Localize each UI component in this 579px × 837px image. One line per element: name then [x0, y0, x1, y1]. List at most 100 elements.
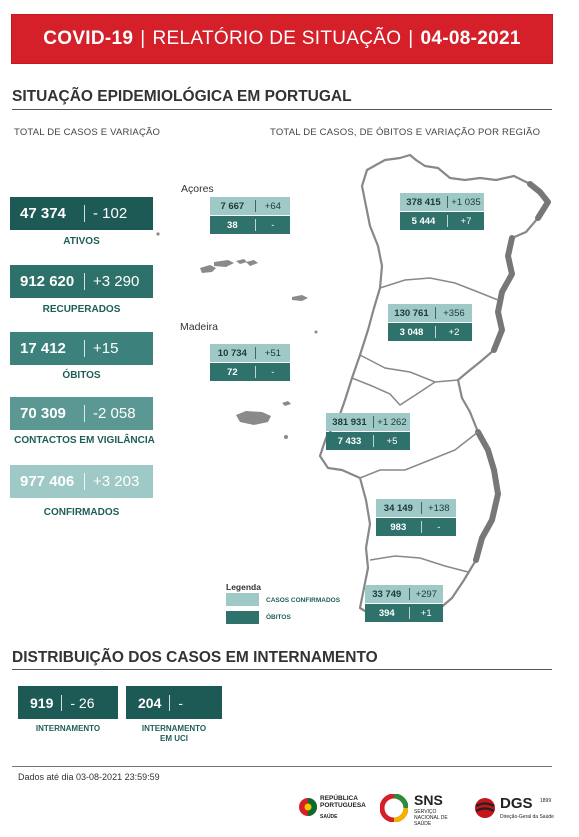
- azores-island: [156, 232, 160, 236]
- kpi-confirmados: 977 406 +3 203: [10, 465, 153, 498]
- region-name-acores: Açores: [181, 183, 214, 195]
- region-deaths: 3 048: [399, 326, 424, 338]
- kpi-value: 47 374: [20, 205, 66, 222]
- azores-island: [236, 259, 247, 264]
- kpi-delta: -: [178, 694, 184, 711]
- kpi-recuperados: 912 620 +3 290: [10, 265, 153, 298]
- region-deaths-delta: +5: [386, 435, 398, 447]
- legend-title: Legenda: [226, 582, 261, 592]
- region-deaths-delta: -: [271, 366, 275, 378]
- kpi-value: 204: [138, 694, 162, 711]
- region-cases-delta: +51: [264, 347, 281, 359]
- section-title-hospital: DISTRIBUIÇÃO DOS CASOS EM INTERNAMENTO: [12, 649, 378, 666]
- kpi-divider: [84, 273, 85, 290]
- report-header-banner: COVID-19 | RELATÓRIO DE SITUAÇÃO | 04-08…: [12, 15, 552, 63]
- border-east: [473, 429, 501, 563]
- footer-divider: [12, 766, 552, 767]
- region-border: [359, 354, 459, 383]
- kpi-value: 70 309: [20, 405, 66, 422]
- header-subtitle: RELATÓRIO DE SITUAÇÃO: [152, 28, 402, 49]
- region-cases: 378 415: [406, 196, 441, 208]
- sns-logo-subtext: SERVIÇO NACIONAL DE SAÚDE: [414, 809, 448, 827]
- region-cases-delta: +297: [415, 588, 437, 600]
- region-deaths: 394: [378, 607, 395, 619]
- region-cases: 10 734: [217, 347, 247, 359]
- dgs-year-text: 1899: [540, 798, 552, 804]
- region-box-norte: 378 415 +1 035 5 444 +7: [400, 193, 484, 230]
- region-cases: 130 761: [394, 307, 429, 319]
- kpi-divider: [84, 473, 85, 490]
- azores-island: [292, 295, 308, 301]
- header-separator: |: [140, 28, 146, 49]
- kpi-internamento-uci: 204 -: [126, 686, 222, 719]
- kpi-divider: [61, 694, 63, 711]
- sns-logo: SNS SERVIÇO NACIONAL DE SAÚDE: [380, 792, 468, 827]
- kpi-divider: [84, 205, 85, 222]
- region-name-madeira: Madeira: [180, 321, 218, 333]
- region-border: [369, 555, 469, 573]
- section-title-epidemiology: SITUAÇÃO EPIDEMIOLÓGICA EM PORTUGAL: [12, 88, 352, 105]
- kpi-delta: - 102: [93, 205, 128, 222]
- kpi-label-recuperados: RECUPERADOS: [42, 304, 121, 315]
- kpi-delta: +3 290: [93, 273, 140, 290]
- azores-island: [314, 330, 318, 334]
- header-date: 04-08-2021: [420, 28, 521, 49]
- kpi-value: 912 620: [20, 273, 75, 290]
- kpi-value: 977 406: [20, 473, 75, 490]
- dgs-logo-text: DGS: [500, 795, 533, 812]
- region-box-centro: 130 761 +356 3 048 +2: [388, 304, 472, 341]
- kpi-label-confirmados: CONFIRMADOS: [43, 507, 120, 518]
- region-box-madeira: 10 734 +51 72 -: [210, 344, 290, 381]
- section-divider: [12, 669, 552, 670]
- madeira-island: [284, 435, 288, 439]
- legend-label-confirmed: CASOS CONFIRMADOS: [266, 597, 341, 604]
- region-cases: 381 931: [332, 416, 367, 428]
- header-separator: |: [408, 28, 414, 49]
- region-border: [359, 431, 479, 479]
- kpi-value: 17 412: [20, 340, 66, 357]
- kpi-divider: [169, 694, 171, 711]
- republica-emblem-icon: [299, 798, 317, 816]
- saude-logo-text: SAÚDE: [320, 814, 338, 820]
- region-box-algarve: 33 749 +297 394 +1: [365, 585, 443, 622]
- republica-portuguesa-logo: REPÚBLICA PORTUGUESA SAÚDE: [298, 794, 376, 824]
- dgs-emblem-icon: [475, 798, 495, 818]
- header-title: COVID-19: [43, 28, 134, 49]
- kpi-internamento: 919 - 26: [18, 686, 118, 719]
- kpi-label-contactos: CONTACTOS EM VIGILÂNCIA: [14, 435, 155, 446]
- dgs-logo-subtext: Direção-Geral da Saúde: [500, 814, 554, 820]
- region-deaths-delta: -: [271, 219, 275, 231]
- region-deaths: 5 444: [411, 215, 436, 227]
- kpi-ativos: 47 374 - 102: [10, 197, 153, 230]
- region-deaths-delta: +2: [448, 326, 460, 338]
- region-cases-delta: +356: [443, 307, 465, 319]
- kpi-label-ativos: ATIVOS: [63, 236, 100, 247]
- azores-island: [214, 260, 234, 267]
- region-cases: 7 667: [220, 200, 245, 212]
- azores-island: [246, 260, 258, 266]
- region-deaths-delta: +1: [420, 607, 432, 619]
- legend-swatch-confirmed: [226, 593, 259, 606]
- kpi-delta: +3 203: [93, 473, 140, 490]
- region-cases-delta: +64: [264, 200, 281, 212]
- border-east: [491, 235, 515, 353]
- kpi-delta: +15: [93, 340, 119, 357]
- region-box-acores: 7 667 +64 38 -: [210, 197, 290, 234]
- dgs-logo: DGS 1899 Direção-Geral da Saúde: [474, 794, 558, 826]
- border-north: [527, 181, 551, 221]
- azores-island: [200, 265, 216, 273]
- region-deaths-delta: -: [437, 521, 441, 533]
- kpi-divider: [84, 405, 85, 422]
- madeira-island: [282, 401, 291, 406]
- kpi-label-obitos: ÓBITOS: [62, 370, 101, 381]
- region-border: [351, 377, 436, 406]
- region-cases-delta: +1 262: [377, 416, 407, 428]
- kpi-delta: -2 058: [93, 405, 136, 422]
- totals-subtitle: TOTAL DE CASOS E VARIAÇÃO: [14, 127, 161, 138]
- sns-logo-text: SNS: [414, 792, 443, 808]
- madeira-island: [236, 411, 271, 425]
- region-box-alentejo: 34 149 +138 983 -: [376, 499, 456, 536]
- region-border: [379, 277, 499, 301]
- section-divider: [12, 109, 552, 110]
- region-cases-delta: +1 035: [451, 196, 481, 208]
